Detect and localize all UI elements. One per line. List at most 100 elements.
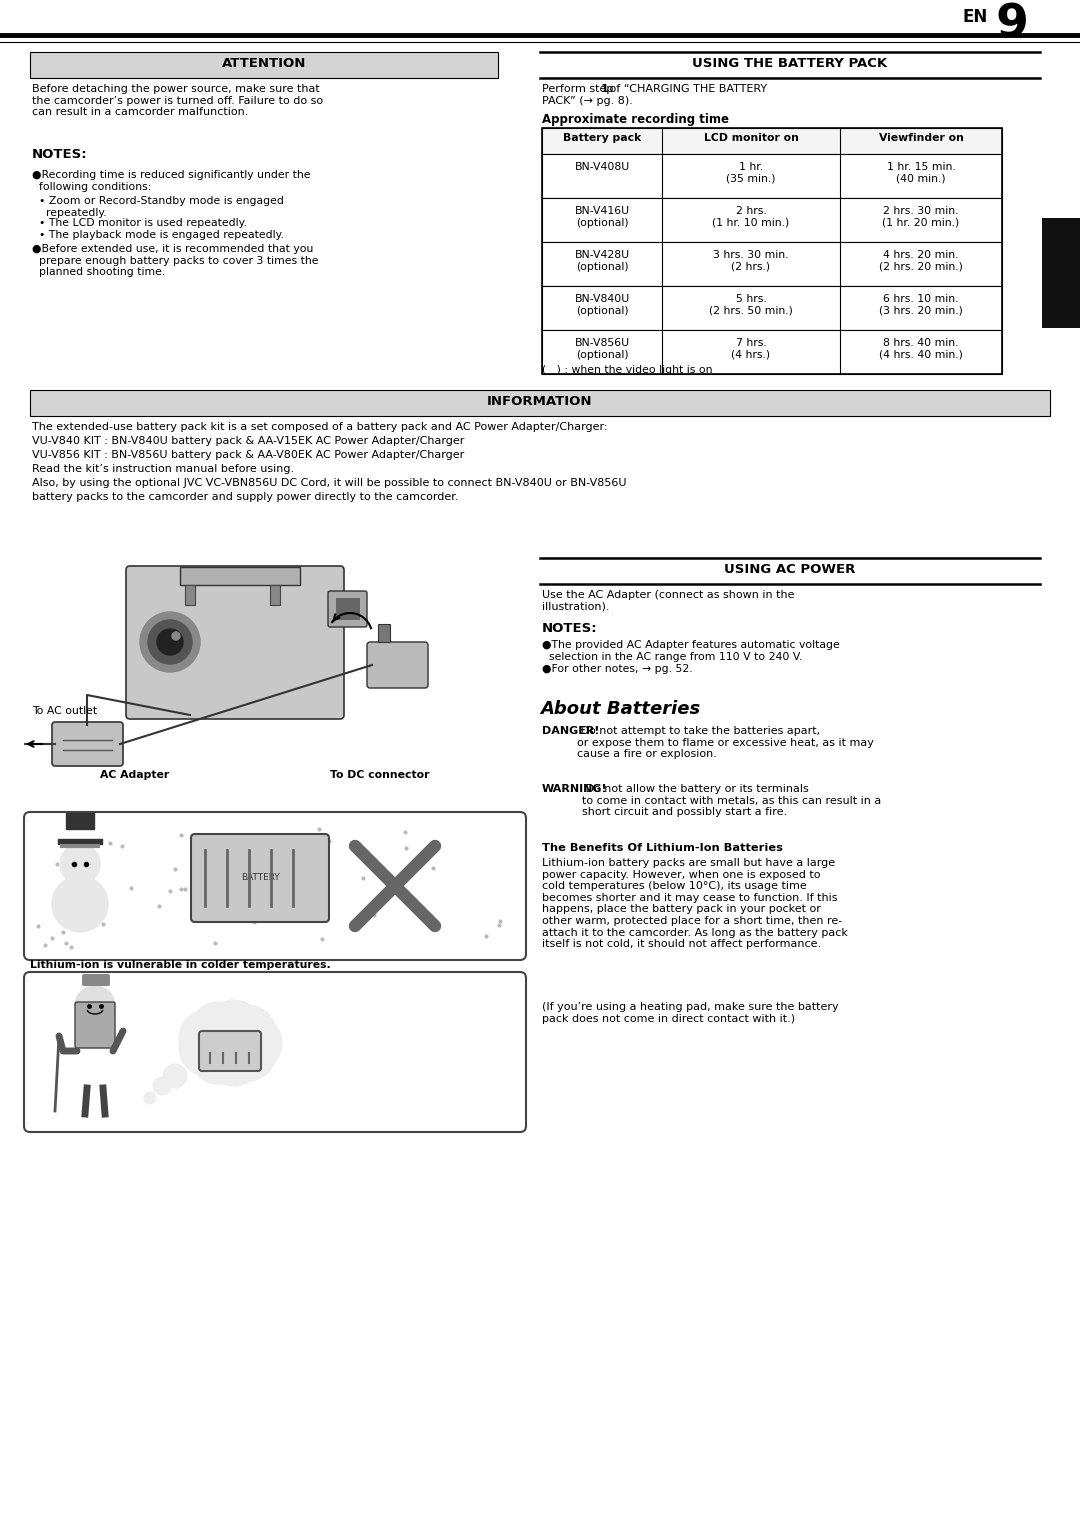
Circle shape (144, 1091, 156, 1104)
Text: VU-V840 KIT : BN-V840U battery pack & AA-V15EK AC Power Adapter/Charger: VU-V840 KIT : BN-V840U battery pack & AA… (32, 435, 464, 446)
FancyBboxPatch shape (367, 642, 428, 688)
FancyBboxPatch shape (94, 973, 106, 986)
Text: (   ) : when the video light is on: ( ) : when the video light is on (542, 365, 713, 376)
Bar (542, 330, 1002, 374)
Text: ●For other notes, → pg. 52.: ●For other notes, → pg. 52. (542, 664, 692, 675)
Bar (378, 624, 390, 642)
FancyBboxPatch shape (24, 972, 526, 1131)
FancyBboxPatch shape (328, 592, 367, 627)
Text: 2 hrs.
(1 hr. 10 min.): 2 hrs. (1 hr. 10 min.) (713, 205, 789, 227)
Bar (1042, 218, 1080, 328)
Text: BN-V856U
(optional): BN-V856U (optional) (575, 337, 630, 360)
Text: 3 hrs. 30 min.
(2 hrs.): 3 hrs. 30 min. (2 hrs.) (713, 250, 788, 271)
Text: • The playback mode is engaged repeatedly.: • The playback mode is engaged repeatedl… (32, 230, 284, 241)
Text: BN-V416U
(optional): BN-V416U (optional) (575, 205, 630, 227)
Text: 9: 9 (995, 3, 1028, 48)
Circle shape (140, 612, 200, 671)
Text: ●Before extended use, it is recommended that you
  prepare enough battery packs : ●Before extended use, it is recommended … (32, 244, 319, 277)
Bar (542, 127, 1002, 374)
Text: 7 hrs.
(4 hrs.): 7 hrs. (4 hrs.) (731, 337, 770, 360)
Text: BN-V840U
(optional): BN-V840U (optional) (575, 294, 630, 316)
Text: NOTES:: NOTES: (542, 622, 597, 635)
Bar (30, 389, 1050, 415)
Circle shape (179, 1019, 235, 1076)
Text: Lithium-ion is vulnerable in colder temperatures.: Lithium-ion is vulnerable in colder temp… (30, 960, 330, 970)
Circle shape (172, 632, 180, 639)
Text: To AC outlet: To AC outlet (32, 707, 97, 716)
Bar (542, 198, 1002, 242)
Circle shape (163, 1064, 187, 1088)
Text: 1 hr.
(35 min.): 1 hr. (35 min.) (726, 162, 775, 184)
Text: BN-V428U
(optional): BN-V428U (optional) (575, 250, 630, 271)
Text: Lithium-ion battery packs are small but have a large
power capacity. However, wh: Lithium-ion battery packs are small but … (542, 858, 848, 949)
Text: USING AC POWER: USING AC POWER (725, 563, 855, 576)
Circle shape (157, 629, 183, 655)
Circle shape (148, 619, 192, 664)
Text: Also, by using the optional JVC VC-VBN856U DC Cord, it will be possible to conne: Also, by using the optional JVC VC-VBN85… (32, 478, 626, 487)
Text: • Zoom or Record-Standby mode is engaged
    repeatedly.: • Zoom or Record-Standby mode is engaged… (32, 196, 284, 218)
Text: WARNING!: WARNING! (542, 783, 608, 794)
Text: PACK” (→ pg. 8).: PACK” (→ pg. 8). (542, 97, 633, 106)
Text: AC Adapter: AC Adapter (100, 770, 170, 780)
Text: BATTERY: BATTERY (241, 872, 280, 881)
Circle shape (200, 1013, 260, 1073)
Text: 8 hrs. 40 min.
(4 hrs. 40 min.): 8 hrs. 40 min. (4 hrs. 40 min.) (879, 337, 963, 360)
FancyBboxPatch shape (126, 566, 345, 719)
Bar (542, 242, 1002, 287)
Circle shape (220, 1026, 276, 1081)
Circle shape (220, 1006, 276, 1061)
Text: 1: 1 (600, 84, 608, 94)
Text: Read the kit’s instruction manual before using.: Read the kit’s instruction manual before… (32, 464, 294, 474)
Text: ●Recording time is reduced significantly under the
  following conditions:: ●Recording time is reduced significantly… (32, 170, 311, 192)
Text: USING THE BATTERY PACK: USING THE BATTERY PACK (692, 57, 888, 71)
Text: INFORMATION: INFORMATION (487, 396, 593, 408)
Bar (542, 153, 1002, 198)
Text: Viewfinder on: Viewfinder on (878, 133, 963, 143)
Text: Approximate recording time: Approximate recording time (542, 113, 729, 126)
Text: 2 hrs. 30 min.
(1 hr. 20 min.): 2 hrs. 30 min. (1 hr. 20 min.) (882, 205, 960, 227)
Text: 4 hrs. 20 min.
(2 hrs. 20 min.): 4 hrs. 20 min. (2 hrs. 20 min.) (879, 250, 963, 271)
Circle shape (226, 1015, 282, 1072)
Circle shape (52, 875, 108, 932)
FancyBboxPatch shape (52, 722, 123, 766)
Text: (If you’re using a heating pad, make sure the battery
pack does not come in dire: (If you’re using a heating pad, make sur… (542, 1003, 839, 1024)
FancyBboxPatch shape (75, 1003, 114, 1049)
Text: About Batteries: About Batteries (540, 701, 700, 717)
Bar (542, 287, 1002, 330)
Bar (542, 127, 1002, 153)
Text: LCD monitor on: LCD monitor on (703, 133, 798, 143)
Circle shape (179, 1010, 235, 1065)
Text: 6 hrs. 10 min.
(3 hrs. 20 min.): 6 hrs. 10 min. (3 hrs. 20 min.) (879, 294, 963, 316)
Text: of “CHARGING THE BATTERY: of “CHARGING THE BATTERY (607, 84, 768, 94)
Text: Perform step: Perform step (542, 84, 617, 94)
FancyBboxPatch shape (199, 1032, 261, 1072)
Text: Battery pack: Battery pack (563, 133, 642, 143)
Circle shape (206, 1000, 262, 1056)
Text: EN: EN (962, 8, 987, 26)
FancyBboxPatch shape (86, 973, 98, 986)
Text: 1 hr. 15 min.
(40 min.): 1 hr. 15 min. (40 min.) (887, 162, 956, 184)
Circle shape (190, 1003, 246, 1058)
FancyBboxPatch shape (191, 834, 329, 921)
FancyBboxPatch shape (82, 973, 94, 986)
Text: VU-V856 KIT : BN-V856U battery pack & AA-V80EK AC Power Adapter/Charger: VU-V856 KIT : BN-V856U battery pack & AA… (32, 451, 464, 460)
Bar (270, 586, 280, 606)
Text: NOTES:: NOTES: (32, 149, 87, 161)
Text: ●The provided AC Adapter features automatic voltage
  selection in the AC range : ●The provided AC Adapter features automa… (542, 639, 840, 662)
Text: BN-V408U: BN-V408U (575, 162, 630, 172)
Text: DANGER!: DANGER! (542, 727, 599, 736)
Bar (30, 52, 498, 78)
Bar (180, 567, 300, 586)
Bar (336, 598, 360, 619)
Text: Use the AC Adapter (connect as shown in the
illustration).: Use the AC Adapter (connect as shown in … (542, 590, 795, 612)
Circle shape (206, 1030, 262, 1085)
Text: ATTENTION: ATTENTION (221, 57, 307, 71)
Circle shape (190, 1029, 246, 1084)
Text: battery packs to the camcorder and supply power directly to the camcorder.: battery packs to the camcorder and suppl… (32, 492, 459, 501)
Bar (185, 586, 195, 606)
Circle shape (75, 986, 114, 1026)
Text: 5 hrs.
(2 hrs. 50 min.): 5 hrs. (2 hrs. 50 min.) (710, 294, 793, 316)
FancyBboxPatch shape (90, 973, 102, 986)
Circle shape (60, 845, 100, 885)
FancyBboxPatch shape (24, 812, 526, 960)
